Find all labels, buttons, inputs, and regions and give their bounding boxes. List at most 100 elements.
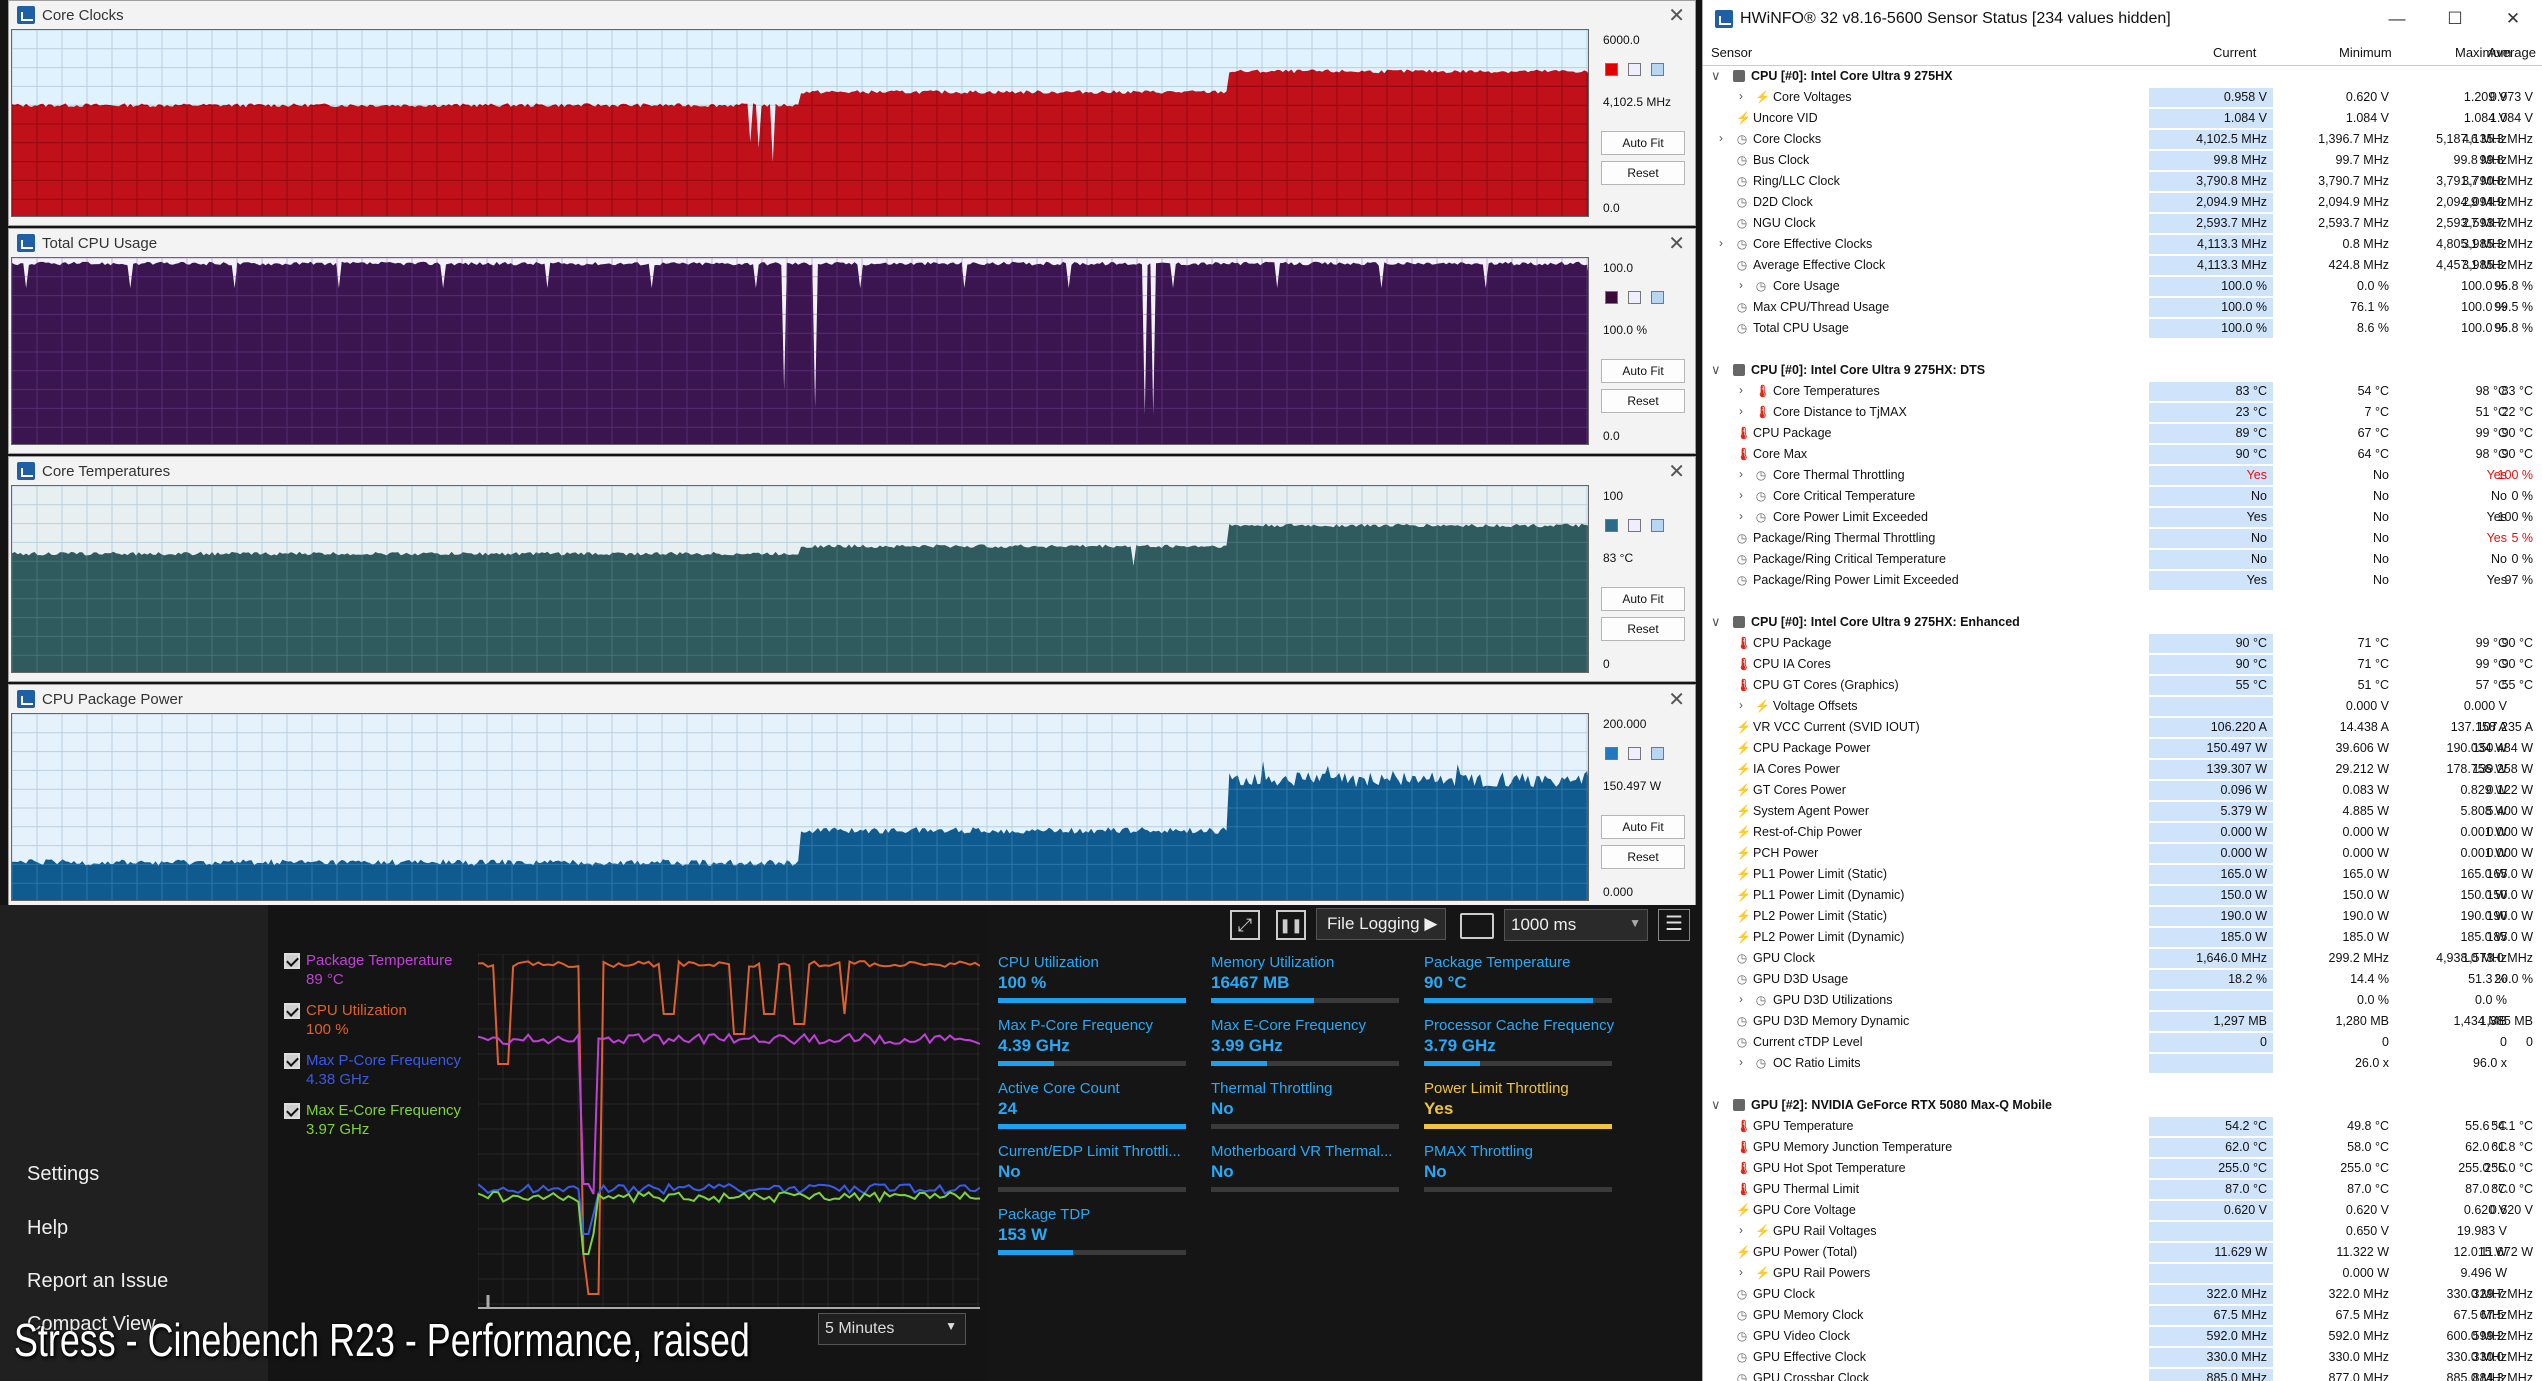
sensor-row[interactable]: ◷ GPU Memory Clock 67.5 MHz 67.5 MHz 67.5 MH… (1703, 1305, 2542, 1326)
sensor-row[interactable]: ⚡ VR VCC Current (SVID IOUT) 106.220 A 14.4… (1703, 717, 2542, 738)
sensor-row[interactable]: ◷ Package/Ring Thermal Throttling No No Yes 5… (1703, 528, 2542, 549)
metric-tile[interactable]: Memory Utilization 16467 MB (1211, 954, 1401, 1014)
expand-icon[interactable]: › (1739, 278, 1743, 292)
expand-icon[interactable]: ⤢ (1230, 910, 1260, 940)
nav-compact-view[interactable]: Compact View (27, 1313, 156, 1335)
sensor-row[interactable]: ◷ GPU D3D Usage 18.2 % 14.4 % 51.3 % 20.0 % (1703, 969, 2542, 990)
expand-icon[interactable]: › (1719, 131, 1723, 145)
sensor-row[interactable]: 🌡︎ GPU Hot Spot Temperature 255.0 °C 255.0 … (1703, 1158, 2542, 1179)
sensor-row[interactable]: ◷ GPU Video Clock 592.0 MHz 592.0 MHz 600.0 … (1703, 1326, 2542, 1347)
metric-tile[interactable]: Thermal Throttling No (1211, 1080, 1401, 1140)
sensor-row[interactable]: 🌡︎ CPU GT Cores (Graphics) 55 °C 51 °C 57 °C… (1703, 675, 2542, 696)
color-swatch[interactable] (1628, 63, 1641, 76)
metric-tile[interactable]: PMAX Throttling No (1424, 1143, 1614, 1203)
expand-icon[interactable]: › (1739, 89, 1743, 103)
sensor-row[interactable]: ◷ Ring/LLC Clock 3,790.8 MHz 3,790.7 MHz 3,7… (1703, 171, 2542, 192)
sensor-row[interactable]: ◷ GPU Crossbar Clock 885.0 MHz 877.0 MHz 885… (1703, 1368, 2542, 1381)
metric-tile[interactable]: Processor Cache Frequency 3.79 GHz (1424, 1017, 1614, 1077)
sensor-row[interactable]: ◷ GPU D3D Memory Dynamic 1,297 MB 1,280 MB 1… (1703, 1011, 2542, 1032)
sensor-row[interactable]: › ◷ Core Usage 100.0 % 0.0 % 100.0 % 95.8 % (1703, 276, 2542, 297)
sensor-row[interactable]: › 🌡︎ Core Temperatures 83 °C 54 °C 98 °C 83 °C (1703, 381, 2542, 402)
color-swatch[interactable] (1628, 519, 1641, 532)
minimize-icon[interactable]: — (2388, 9, 2406, 28)
metric-tile[interactable]: Max P-Core Frequency 4.39 GHz (998, 1017, 1188, 1077)
sensor-row[interactable]: 🌡︎ CPU IA Cores 90 °C 71 °C 99 °C 90 °C (1703, 654, 2542, 675)
sensor-row[interactable]: ◷ Bus Clock 99.8 MHz 99.7 MHz 99.8 MHz 99.8 M… (1703, 150, 2542, 171)
close-icon[interactable]: ✕ (1668, 5, 1685, 27)
sensor-row[interactable]: ⚡ GPU Power (Total) 11.629 W 11.322 W 12.015… (1703, 1242, 2542, 1263)
sensor-row[interactable]: ⚡ GPU Core Voltage 0.620 V 0.620 V 0.620 V 0.… (1703, 1200, 2542, 1221)
series-checkbox[interactable] (284, 953, 300, 969)
graph-titlebar[interactable]: Total CPU Usage (9, 229, 1695, 257)
metric-tile[interactable]: Max E-Core Frequency 3.99 GHz (1211, 1017, 1401, 1077)
sensor-row[interactable]: ⚡ System Agent Power 5.379 W 4.885 W 5.808 W… (1703, 801, 2542, 822)
metric-tile[interactable]: CPU Utilization 100 % (998, 954, 1188, 1014)
sensor-row[interactable]: ⚡ PCH Power 0.000 W 0.000 W 0.001 W 0.000 W (1703, 843, 2542, 864)
sensor-row[interactable]: › ◷ GPU D3D Utilizations 0.0 % 0.0 % (1703, 990, 2542, 1011)
graph-titlebar[interactable]: Core Clocks (9, 1, 1695, 29)
sensor-row[interactable]: › ⚡ GPU Rail Voltages 0.650 V 19.983 V (1703, 1221, 2542, 1242)
color-swatch[interactable] (1605, 519, 1618, 532)
sensor-row[interactable]: 🌡︎ CPU Package 90 °C 71 °C 99 °C 90 °C (1703, 633, 2542, 654)
color-swatch[interactable] (1628, 291, 1641, 304)
sensor-row[interactable]: ⚡ PL2 Power Limit (Dynamic) 185.0 W 185.0 W… (1703, 927, 2542, 948)
sensor-row[interactable]: › ◷ Core Effective Clocks 4,113.3 MHz 0.8 MH… (1703, 234, 2542, 255)
graph-titlebar[interactable]: Core Temperatures (9, 457, 1695, 485)
collapse-icon[interactable]: ∨ (1711, 614, 1721, 629)
series-checkbox[interactable] (284, 1053, 300, 1069)
expand-icon[interactable]: › (1739, 383, 1743, 397)
close-icon[interactable]: ✕ (1668, 461, 1685, 483)
time-range-select[interactable]: 5 Minutes ▼ (818, 1313, 966, 1345)
sensor-row[interactable]: ◷ GPU Effective Clock 330.0 MHz 330.0 MHz 33… (1703, 1347, 2542, 1368)
sensor-group[interactable]: ∨ CPU [#0]: Intel Core Ultra 9 275HX: Enh… (1703, 612, 2542, 633)
color-swatch[interactable] (1651, 519, 1664, 532)
reset-button[interactable]: Reset (1601, 845, 1685, 869)
col-average[interactable]: Average (2487, 45, 2536, 60)
sensor-row[interactable]: › 🌡︎ Core Distance to TjMAX 23 °C 7 °C 51 °C 2… (1703, 402, 2542, 423)
expand-icon[interactable]: › (1739, 1265, 1743, 1279)
expand-icon[interactable]: › (1739, 467, 1743, 481)
sensor-row[interactable]: ◷ NGU Clock 2,593.7 MHz 2,593.7 MHz 2,593.7 … (1703, 213, 2542, 234)
color-swatch[interactable] (1605, 63, 1618, 76)
expand-icon[interactable]: › (1739, 404, 1743, 418)
metric-tile[interactable]: Package TDP 153 W (998, 1206, 1188, 1266)
sensor-row[interactable]: › ◷ Core Clocks 4,102.5 MHz 1,396.7 MHz 5,187… (1703, 129, 2542, 150)
sensor-row[interactable]: 🌡︎ Core Max 90 °C 64 °C 98 °C 90 °C (1703, 444, 2542, 465)
collapse-icon[interactable]: ∨ (1711, 68, 1721, 83)
sensor-row[interactable]: › ◷ Core Critical Temperature No No No 0 % (1703, 486, 2542, 507)
auto-fit-button[interactable]: Auto Fit (1601, 815, 1685, 839)
graph-titlebar[interactable]: CPU Package Power (9, 685, 1695, 713)
sensor-row[interactable]: › ⚡ Voltage Offsets 0.000 V 0.000 V (1703, 696, 2542, 717)
auto-fit-button[interactable]: Auto Fit (1601, 359, 1685, 383)
maximize-icon[interactable]: ☐ (2447, 9, 2463, 28)
file-logging-button[interactable]: File Logging ▶ (1316, 908, 1446, 940)
sensor-row[interactable]: 🌡︎ GPU Thermal Limit 87.0 °C 87.0 °C 87.0 °C… (1703, 1179, 2542, 1200)
series-checkbox[interactable] (284, 1003, 300, 1019)
metric-tile[interactable]: Current/EDP Limit Throttli... No (998, 1143, 1188, 1203)
reset-button[interactable]: Reset (1601, 617, 1685, 641)
sensor-row[interactable]: 🌡︎ GPU Temperature 54.2 °C 49.8 °C 55.6 °C 54… (1703, 1116, 2542, 1137)
pause-icon[interactable]: ❚❚ (1276, 910, 1306, 940)
sensor-row[interactable]: ◷ Average Effective Clock 4,113.3 MHz 424.8… (1703, 255, 2542, 276)
metric-tile[interactable]: Active Core Count 24 (998, 1080, 1188, 1140)
sensor-row[interactable]: › ◷ OC Ratio Limits 26.0 x 96.0 x (1703, 1053, 2542, 1074)
sensor-row[interactable]: ◷ Package/Ring Power Limit Exceeded Yes No Y… (1703, 570, 2542, 591)
sensor-row[interactable]: ◷ Total CPU Usage 100.0 % 8.6 % 100.0 % 95.8 … (1703, 318, 2542, 339)
expand-icon[interactable]: › (1739, 698, 1743, 712)
color-swatch[interactable] (1651, 63, 1664, 76)
sensor-row[interactable]: › ⚡ Core Voltages 0.958 V 0.620 V 1.209 V 0.97… (1703, 87, 2542, 108)
auto-fit-button[interactable]: Auto Fit (1601, 131, 1685, 155)
col-minimum[interactable]: Minimum (2339, 45, 2392, 60)
metric-tile[interactable]: Package Temperature 90 °C (1424, 954, 1614, 1014)
close-icon[interactable]: ✕ (1668, 233, 1685, 255)
reset-button[interactable]: Reset (1601, 161, 1685, 185)
nav-settings[interactable]: Settings (27, 1163, 100, 1185)
sensor-row[interactable]: ⚡ PL1 Power Limit (Dynamic) 150.0 W 150.0 W… (1703, 885, 2542, 906)
sensor-row[interactable]: ◷ GPU Clock 322.0 MHz 322.0 MHz 330.0 MHz 329… (1703, 1284, 2542, 1305)
sensor-row[interactable]: ⚡ Rest-of-Chip Power 0.000 W 0.000 W 0.001 W… (1703, 822, 2542, 843)
nav-help[interactable]: Help (27, 1217, 69, 1239)
color-swatch[interactable] (1605, 291, 1618, 304)
sensor-row[interactable]: 🌡︎ GPU Memory Junction Temperature 62.0 °C… (1703, 1137, 2542, 1158)
expand-icon[interactable]: › (1719, 236, 1723, 250)
